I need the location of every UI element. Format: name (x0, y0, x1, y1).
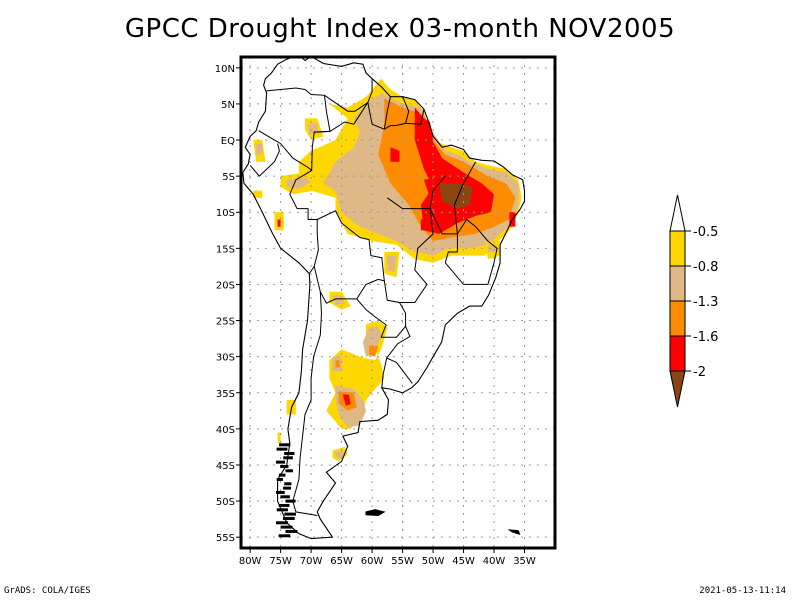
fjord-island (278, 473, 286, 477)
map-frame (239, 55, 557, 550)
colorbar-swatch (669, 230, 686, 267)
lat-tick-label: 10N (215, 64, 235, 75)
lat-tick-label: 55S (216, 533, 235, 544)
lon-tick-label: 35W (513, 556, 536, 567)
colorbar-legend: -0.5 -0.8 -1.3 -1.6 -2 (669, 194, 718, 408)
render-timestamp: 2021-05-13-11:14 (699, 586, 786, 596)
lat-tick-label: 50S (216, 497, 235, 508)
fjord-island (276, 460, 286, 464)
lon-tick-label: 50W (422, 556, 445, 567)
colorbar-swatch (669, 300, 686, 337)
drought-region-le13 (369, 345, 379, 357)
fjord-island (280, 495, 290, 499)
fjord-island (283, 456, 293, 460)
colorbar-bottom-arrow (669, 370, 686, 408)
fjord-island (278, 534, 291, 538)
chart-title: GPCC Drought Index 03-month NOV2005 (124, 14, 676, 44)
lon-tick-label: 80W (239, 556, 262, 567)
lon-tick-label: 60W (361, 556, 384, 567)
country-border (356, 280, 407, 338)
lon-tick-label: 55W (391, 556, 414, 567)
fjord-island (279, 443, 291, 447)
fjord-island (280, 525, 293, 529)
lon-tick-label: 45W (452, 556, 475, 567)
fjord-island (278, 503, 290, 507)
lat-tick-label: 15S (216, 244, 235, 255)
lat-tick-label: 5N (221, 100, 235, 111)
country-border (383, 96, 391, 130)
drought-region-le05 (277, 432, 281, 444)
drought-region-le13 (335, 360, 340, 368)
fjord-island (284, 482, 292, 486)
drought-region-le08 (256, 143, 263, 155)
country-border (249, 143, 280, 177)
drought-region-le08 (334, 450, 345, 460)
lat-tick-label: 30S (216, 353, 235, 364)
fjord-island (276, 477, 283, 481)
country-border (324, 78, 373, 112)
lon-tick-label: 70W (300, 556, 323, 567)
drought-region-le16 (342, 394, 351, 406)
lon-tick-label: 65W (330, 556, 353, 567)
drought-region-le2 (420, 219, 430, 231)
colorbar-swatch (669, 265, 686, 302)
fjord-island (275, 521, 288, 525)
drought-region-le08 (308, 123, 319, 135)
drought-region-le08 (387, 255, 397, 273)
lon-tick-label: 40W (483, 556, 506, 567)
fjord-island (276, 447, 288, 451)
axis-ticks: 10N 5N EQ 5S 10S 15S 20S 25S 30S 35S 40S 45S 50S 55S 8… (215, 64, 536, 567)
drought-fill-layer (253, 78, 522, 462)
fjord-island (275, 490, 285, 494)
colorbar-label: -1.6 (693, 330, 718, 345)
fjord-island (285, 499, 296, 503)
fjord-island (284, 512, 296, 516)
country-border (385, 326, 413, 384)
colorbar-swatch (669, 335, 686, 372)
drought-region-le08 (362, 326, 382, 357)
grads-credit: GrADS: COLA/IGES (4, 586, 91, 596)
lat-tick-label: EQ (221, 136, 235, 147)
colorbar-label: -2 (693, 365, 706, 380)
colorbar-label: -1.3 (693, 295, 718, 310)
lat-tick-label: 25S (216, 317, 235, 328)
lat-tick-label: 20S (216, 280, 235, 291)
lat-tick-label: 40S (216, 425, 235, 436)
lon-tick-label: 75W (269, 556, 292, 567)
lat-tick-label: 10S (216, 208, 235, 219)
country-border (313, 210, 385, 304)
country-border (429, 161, 477, 235)
drought-region-le2 (390, 147, 400, 162)
lat-tick-label: 5S (222, 172, 235, 183)
island (507, 529, 521, 536)
country-border (367, 102, 425, 130)
fjord-island (280, 464, 289, 468)
lat-tick-label: 45S (216, 461, 235, 472)
drought-region-lt2 (439, 183, 473, 209)
country-border (314, 102, 369, 133)
colorbar-label: -0.5 (693, 225, 718, 240)
country-border (387, 197, 434, 303)
drought-region-le05 (253, 190, 263, 198)
fjord-island (285, 469, 293, 473)
fjord-island (282, 516, 295, 520)
fjord-island (276, 508, 288, 512)
colorbar-top-arrow (669, 194, 686, 232)
colorbar-label: -0.8 (693, 260, 718, 275)
country-border (444, 218, 498, 285)
country-border (381, 357, 388, 388)
lat-tick-label: 35S (216, 389, 235, 400)
drought-region-le16 (277, 219, 281, 227)
continent-coastline (242, 57, 526, 540)
country-border (402, 96, 410, 124)
fjord-island (285, 529, 298, 533)
fjord-island (283, 486, 292, 490)
fjord-island (284, 451, 295, 455)
island (365, 509, 386, 517)
coastline-layer (242, 57, 526, 540)
country-border (289, 169, 319, 274)
